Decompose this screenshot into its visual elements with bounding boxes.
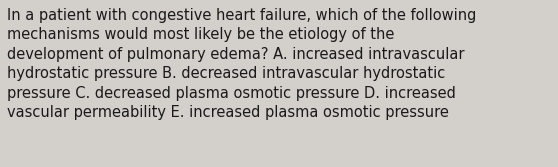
Text: In a patient with congestive heart failure, which of the following
mechanisms wo: In a patient with congestive heart failu… bbox=[7, 8, 476, 120]
